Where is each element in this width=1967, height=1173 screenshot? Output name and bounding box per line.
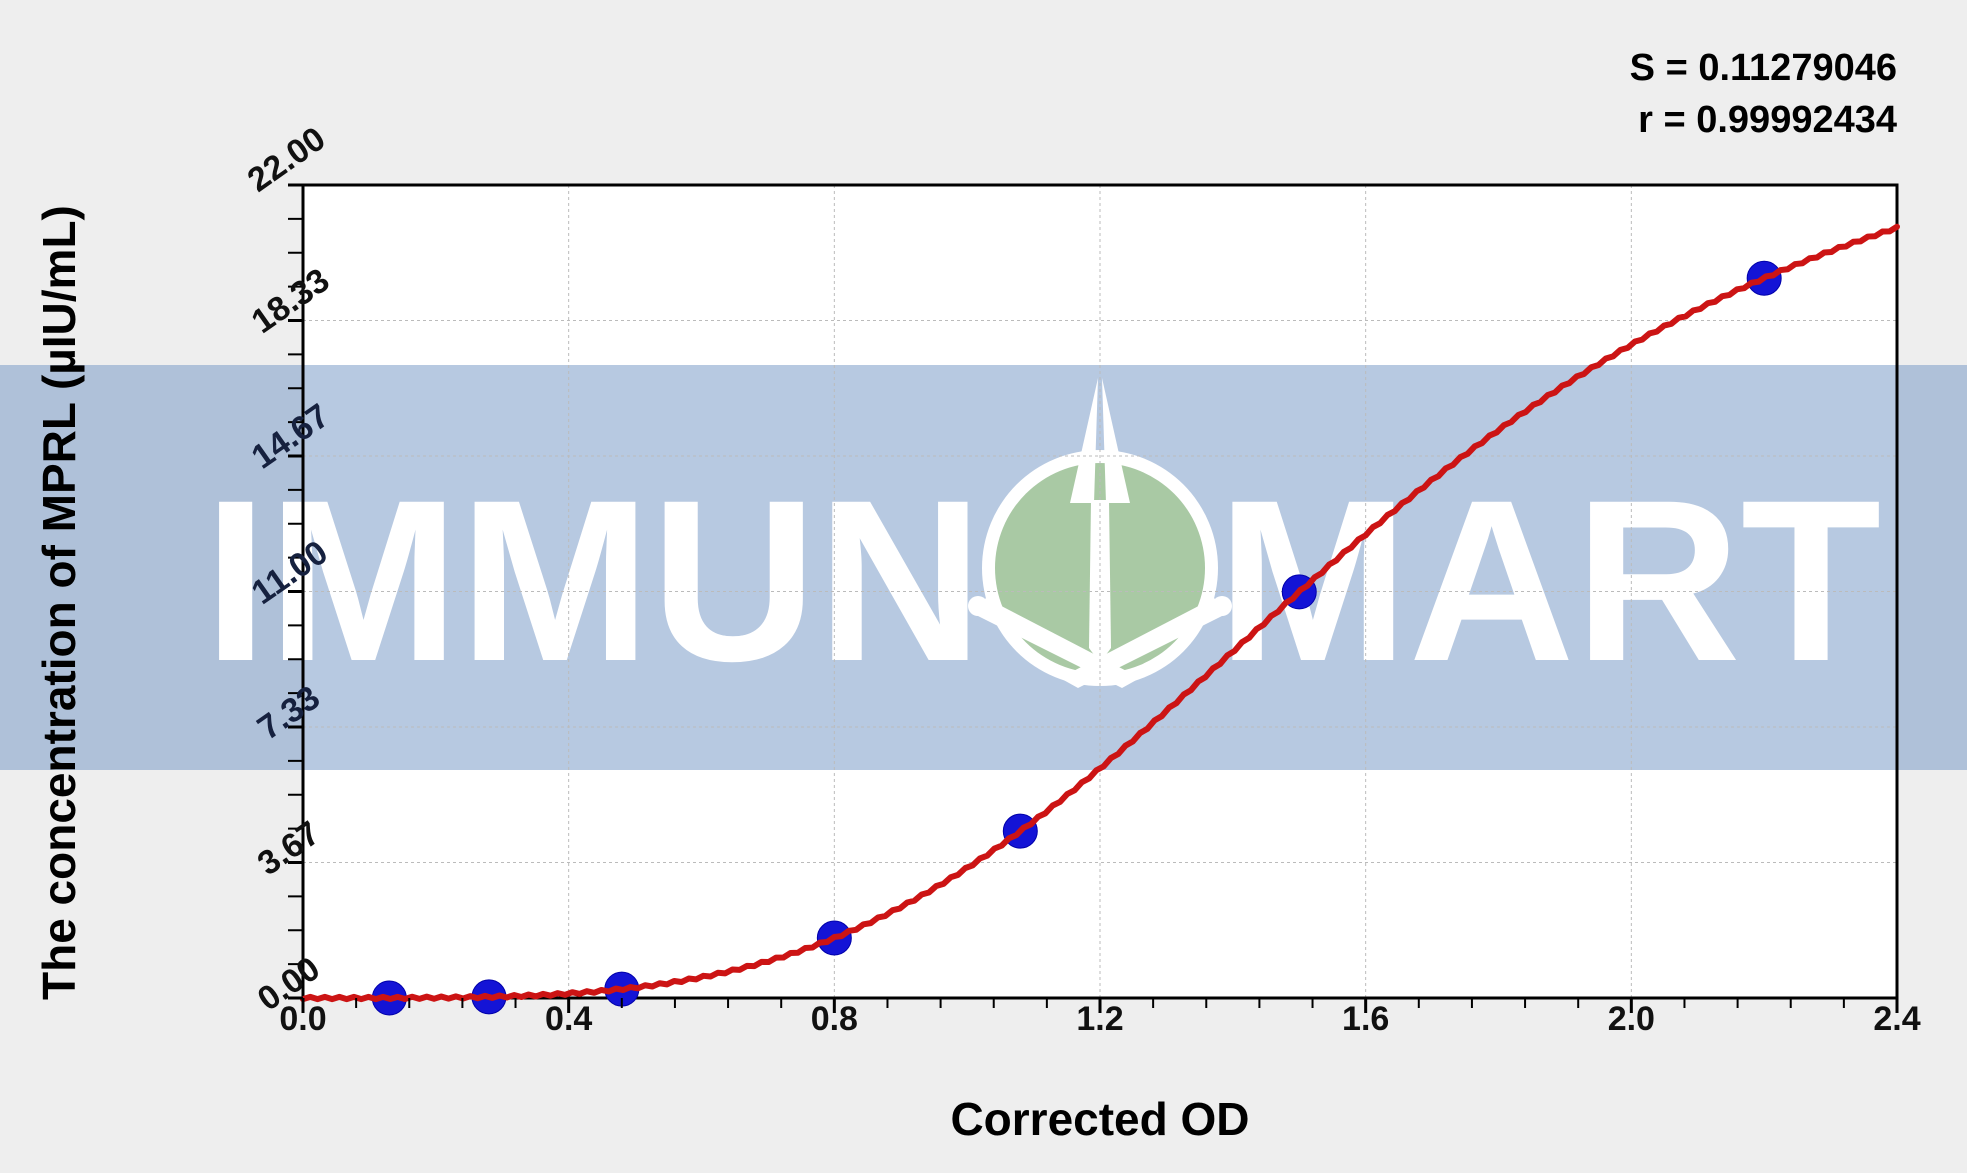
svg-text:r = 0.99992434: r = 0.99992434 xyxy=(1638,99,1897,141)
svg-text:Corrected OD: Corrected OD xyxy=(950,1093,1249,1145)
svg-text:MART: MART xyxy=(1217,452,1881,709)
svg-text:0.8: 0.8 xyxy=(811,1000,858,1038)
svg-text:1.6: 1.6 xyxy=(1342,1000,1389,1038)
svg-text:2.4: 2.4 xyxy=(1873,1000,1920,1038)
svg-text:S = 0.11279046: S = 0.11279046 xyxy=(1630,47,1897,89)
svg-text:0.4: 0.4 xyxy=(545,1000,592,1038)
svg-text:1.2: 1.2 xyxy=(1076,1000,1123,1038)
svg-text:The concentration of MPRL (µIU: The concentration of MPRL (µIU/mL) xyxy=(33,205,85,1000)
svg-text:IMMUN: IMMUN xyxy=(204,452,983,709)
svg-text:2.0: 2.0 xyxy=(1608,1000,1655,1038)
